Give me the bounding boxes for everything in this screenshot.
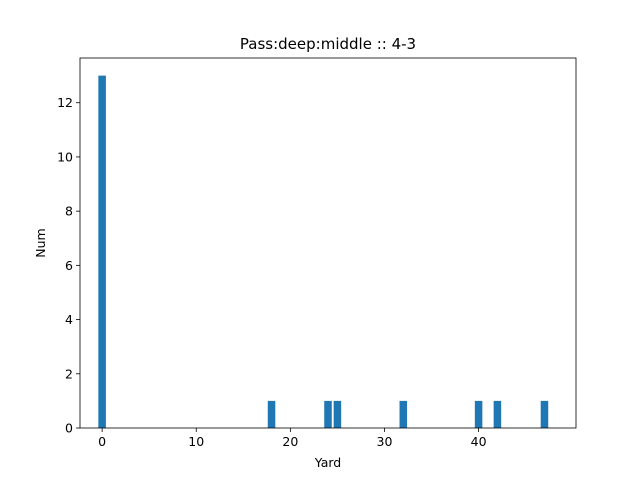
plot-frame — [79, 57, 577, 429]
x-axis-ticks: 0 10 20 30 40 — [98, 428, 487, 449]
bar-yard-40 — [474, 400, 483, 428]
y-tick-label: 2 — [65, 366, 73, 381]
bar-yard-0 — [98, 75, 106, 428]
bar-yard-24 — [324, 400, 332, 428]
bar-series — [98, 75, 549, 428]
y-tick-label: 6 — [65, 258, 73, 273]
bar-yard-25 — [333, 400, 342, 428]
bar-yard-32 — [399, 400, 408, 428]
bar-yard-47 — [540, 400, 549, 428]
x-tick-label: 0 — [98, 434, 106, 449]
x-tick-label: 30 — [377, 434, 393, 449]
y-tick-label: 12 — [57, 95, 73, 110]
y-tick-label: 0 — [65, 421, 73, 436]
y-tick-label: 10 — [57, 149, 73, 164]
y-axis-label: Num — [33, 228, 48, 257]
y-tick-label: 8 — [65, 204, 73, 219]
x-tick-label: 40 — [471, 434, 487, 449]
y-tick-label: 4 — [65, 312, 73, 327]
bar-yard-18 — [267, 400, 276, 428]
chart-title: Pass:deep:middle :: 4-3 — [240, 35, 416, 53]
x-axis-label: Yard — [314, 455, 341, 470]
y-axis-ticks: 0 2 4 6 8 10 12 — [57, 95, 80, 436]
x-tick-label: 20 — [282, 434, 298, 449]
bar-yard-42 — [493, 400, 502, 428]
x-tick-label: 10 — [188, 434, 204, 449]
